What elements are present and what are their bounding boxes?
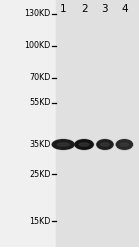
Bar bbox=[0, 0, 56, 247]
Ellipse shape bbox=[100, 143, 109, 146]
Text: 4: 4 bbox=[121, 4, 128, 14]
Text: 130KD: 130KD bbox=[24, 9, 51, 18]
Text: 100KD: 100KD bbox=[24, 41, 51, 50]
Bar bbox=[56, 0, 139, 247]
Text: 1: 1 bbox=[60, 4, 67, 14]
Text: 35KD: 35KD bbox=[29, 140, 51, 149]
Ellipse shape bbox=[97, 139, 113, 150]
Ellipse shape bbox=[52, 139, 75, 150]
Text: 15KD: 15KD bbox=[29, 217, 51, 226]
Ellipse shape bbox=[97, 140, 113, 149]
Text: 25KD: 25KD bbox=[29, 170, 51, 179]
Ellipse shape bbox=[75, 140, 93, 149]
Ellipse shape bbox=[53, 140, 74, 149]
Ellipse shape bbox=[116, 139, 133, 150]
Ellipse shape bbox=[120, 143, 129, 146]
Text: 3: 3 bbox=[102, 4, 108, 14]
Text: 55KD: 55KD bbox=[29, 98, 51, 107]
Ellipse shape bbox=[79, 143, 89, 146]
Ellipse shape bbox=[116, 140, 132, 149]
Ellipse shape bbox=[57, 143, 69, 146]
Text: 70KD: 70KD bbox=[29, 73, 51, 82]
Ellipse shape bbox=[75, 139, 94, 150]
Text: 2: 2 bbox=[81, 4, 87, 14]
